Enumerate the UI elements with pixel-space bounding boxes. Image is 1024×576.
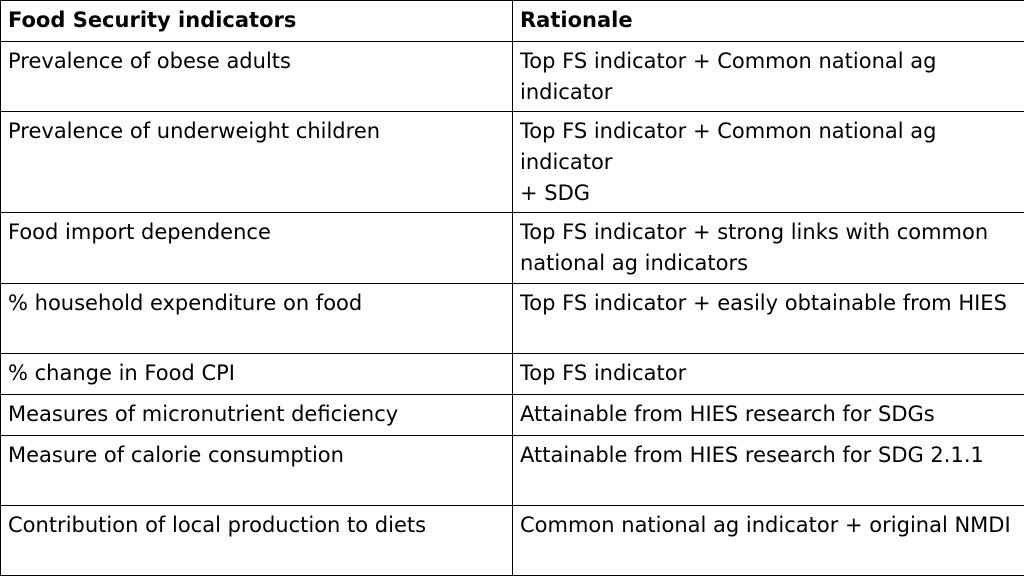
indicator-cell: Measure of calorie consumption bbox=[1, 436, 513, 506]
header-indicators: Food Security indicators bbox=[1, 1, 513, 42]
table-row: Measures of micronutrient deficiency Att… bbox=[1, 395, 1024, 436]
table-row: Prevalence of obese adults Top FS indica… bbox=[1, 42, 1024, 112]
rationale-cell: Attainable from HIES research for SDGs bbox=[513, 395, 1024, 436]
rationale-cell: Common national ag indicator + original … bbox=[513, 506, 1024, 576]
table-row: Contribution of local production to diet… bbox=[1, 506, 1024, 576]
table-row: Food import dependence Top FS indicator … bbox=[1, 213, 1024, 284]
header-rationale: Rationale bbox=[513, 1, 1024, 42]
indicator-cell: Prevalence of obese adults bbox=[1, 42, 513, 112]
table-row: % household expenditure on food Top FS i… bbox=[1, 284, 1024, 354]
rationale-cell: Top FS indicator + easily obtainable fro… bbox=[513, 284, 1024, 354]
indicator-cell: Prevalence of underweight children bbox=[1, 112, 513, 213]
header-row: Food Security indicators Rationale bbox=[1, 1, 1024, 42]
table-row: Prevalence of underweight children Top F… bbox=[1, 112, 1024, 213]
indicator-cell: % change in Food CPI bbox=[1, 354, 513, 395]
rationale-cell: Top FS indicator + strong links with com… bbox=[513, 213, 1024, 284]
indicator-cell: Measures of micronutrient deficiency bbox=[1, 395, 513, 436]
rationale-cell: Top FS indicator bbox=[513, 354, 1024, 395]
indicator-cell: Contribution of local production to diet… bbox=[1, 506, 513, 576]
table-row: % change in Food CPI Top FS indicator bbox=[1, 354, 1024, 395]
rationale-cell: Top FS indicator + Common national ag in… bbox=[513, 112, 1024, 213]
rationale-cell: Attainable from HIES research for SDG 2.… bbox=[513, 436, 1024, 506]
table-row: Measure of calorie consumption Attainabl… bbox=[1, 436, 1024, 506]
rationale-cell: Top FS indicator + Common national ag in… bbox=[513, 42, 1024, 112]
indicator-cell: Food import dependence bbox=[1, 213, 513, 284]
indicator-cell: % household expenditure on food bbox=[1, 284, 513, 354]
